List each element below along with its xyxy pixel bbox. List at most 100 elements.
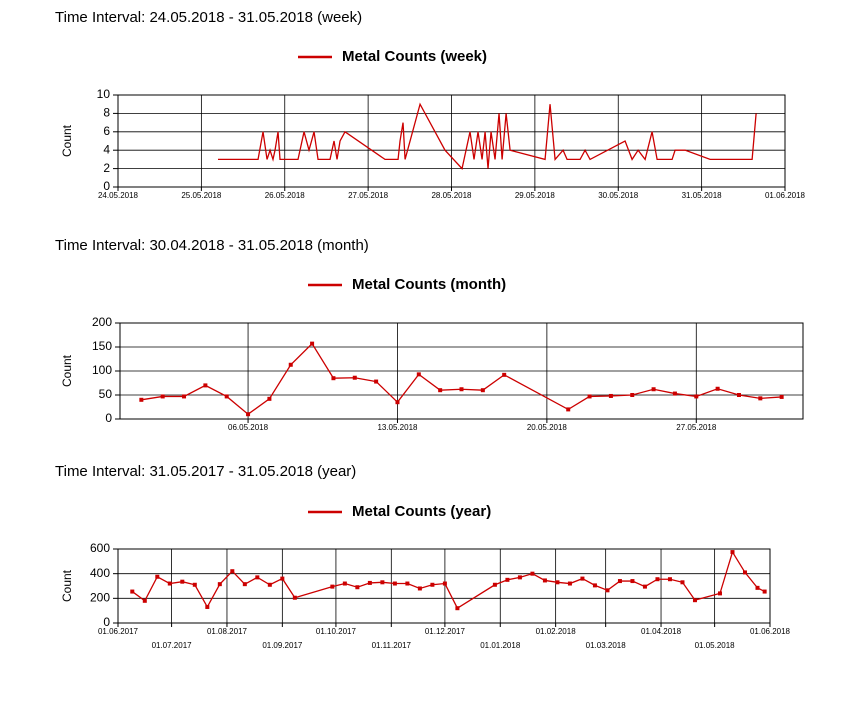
plot-frame [117, 94, 786, 188]
x-tick-label: 01.09.2017 [262, 641, 303, 650]
data-point [182, 394, 187, 399]
data-point [605, 588, 610, 593]
x-tick-label: 01.08.2017 [207, 627, 248, 636]
x-tick-label: 31.05.2018 [682, 191, 723, 200]
data-point [395, 400, 400, 405]
data-point [502, 372, 507, 377]
data-point [160, 394, 165, 399]
data-point [442, 581, 447, 586]
plot-frame [119, 322, 804, 420]
data-point [715, 386, 720, 391]
data-point [203, 383, 208, 388]
x-tick-label: 20.05.2018 [527, 423, 568, 432]
data-point [455, 606, 460, 611]
data-point [205, 604, 210, 609]
y-tick-label: 200 [90, 591, 110, 605]
y-tick-label: 600 [90, 541, 110, 555]
data-point [630, 579, 635, 584]
data-point [230, 569, 235, 574]
data-point [730, 550, 735, 555]
plot-frame [117, 548, 771, 624]
data-point [242, 582, 247, 587]
y-axis-title: Count [60, 569, 74, 602]
data-point [655, 577, 660, 582]
data-point [430, 582, 435, 587]
data-point [288, 362, 293, 367]
data-point [755, 585, 760, 590]
data-point [617, 579, 622, 584]
data-line [217, 102, 757, 170]
data-point [331, 376, 336, 381]
data-point [342, 581, 347, 586]
data-point [762, 589, 767, 594]
interval-heading: Time Interval: 30.04.2018 - 31.05.2018 (… [55, 237, 369, 254]
data-point [542, 578, 547, 583]
data-point [779, 394, 784, 399]
data-point [736, 393, 741, 397]
x-tick-label: 27.05.2018 [676, 423, 717, 432]
x-tick-label: 26.05.2018 [265, 191, 306, 200]
x-tick-label: 30.05.2018 [598, 191, 639, 200]
data-line [141, 342, 782, 416]
data-point [374, 379, 379, 384]
y-tick-label: 0 [105, 411, 112, 425]
x-tick-label: 01.11.2017 [372, 641, 412, 650]
data-point [142, 598, 147, 603]
x-tick-label: 01.06.2018 [765, 191, 806, 200]
x-tick-label: 06.05.2018 [228, 423, 269, 432]
data-point [280, 576, 285, 581]
data-point [217, 582, 222, 587]
data-point [139, 397, 144, 402]
data-point [608, 393, 613, 398]
x-tick-label: 27.05.2018 [348, 191, 389, 200]
x-tick-label: 25.05.2018 [181, 191, 222, 200]
data-point [380, 580, 385, 585]
y-tick-label: 0 [103, 615, 110, 629]
data-point [292, 595, 297, 600]
legend-label: Metal Counts (month) [352, 276, 506, 293]
data-point [580, 576, 585, 581]
x-tick-label: 28.05.2018 [431, 191, 472, 200]
data-point [417, 586, 422, 591]
y-tick-label: 8 [103, 106, 110, 120]
x-tick-label: 01.03.2018 [586, 641, 627, 650]
data-point [567, 581, 572, 586]
data-point [587, 394, 592, 399]
y-tick-label: 10 [97, 87, 111, 101]
data-point [416, 372, 421, 377]
x-tick-label: 01.10.2017 [316, 627, 357, 636]
data-point [742, 570, 747, 575]
x-tick-label: 01.02.2018 [536, 627, 577, 636]
x-tick-label: 01.12.2017 [425, 627, 466, 636]
data-point [367, 580, 372, 585]
x-tick-label: 01.01.2018 [480, 641, 521, 650]
legend-label: Metal Counts (year) [352, 503, 491, 520]
data-point [355, 585, 360, 590]
data-point [480, 388, 485, 393]
data-point [717, 591, 722, 596]
y-tick-label: 50 [99, 387, 113, 401]
legend-label: Metal Counts (week) [342, 48, 487, 65]
data-point [224, 394, 229, 399]
x-tick-label: 29.05.2018 [515, 191, 556, 200]
x-tick-label: 01.06.2017 [98, 627, 139, 636]
data-point [517, 575, 522, 580]
data-point [692, 598, 697, 603]
y-tick-label: 400 [90, 566, 110, 580]
data-point [255, 575, 260, 580]
data-point [459, 387, 464, 392]
y-tick-label: 100 [92, 363, 112, 377]
data-point [555, 580, 560, 585]
data-point [180, 579, 185, 584]
y-tick-label: 0 [103, 179, 110, 193]
x-tick-label: 01.07.2017 [152, 641, 193, 650]
y-axis-title: Count [60, 354, 74, 387]
x-tick-label: 01.06.2018 [750, 627, 791, 636]
data-point [330, 584, 335, 589]
y-axis-title: Count [60, 124, 74, 157]
data-point [651, 387, 656, 392]
y-tick-label: 4 [103, 142, 110, 156]
data-point [192, 582, 197, 587]
x-tick-label: 13.05.2018 [377, 423, 418, 432]
data-point [405, 581, 410, 586]
